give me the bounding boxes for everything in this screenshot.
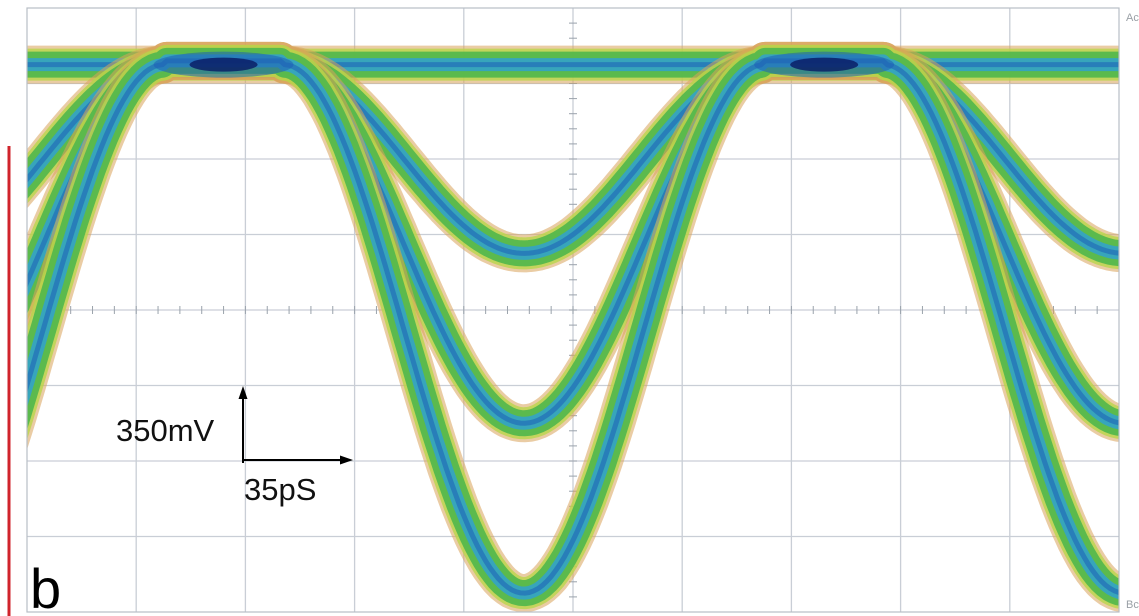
eye-traces	[27, 41, 1119, 612]
scale-bar-vertical-arrowhead	[238, 386, 248, 399]
panel-label: b	[30, 557, 61, 616]
scale-bar-time-label: 35pS	[244, 472, 316, 507]
scale-bar-voltage-label: 350mV	[116, 413, 215, 448]
corner-label-top-right: Ac	[1126, 12, 1139, 24]
scale-bar: 350mV 35pS	[116, 386, 353, 507]
plot-frame	[26, 7, 1120, 613]
corner-label-bottom-right: Bc	[1126, 599, 1139, 611]
crossing-core	[189, 57, 258, 72]
crossing-core	[790, 57, 859, 72]
scale-bar-horizontal-arrowhead	[340, 455, 353, 465]
